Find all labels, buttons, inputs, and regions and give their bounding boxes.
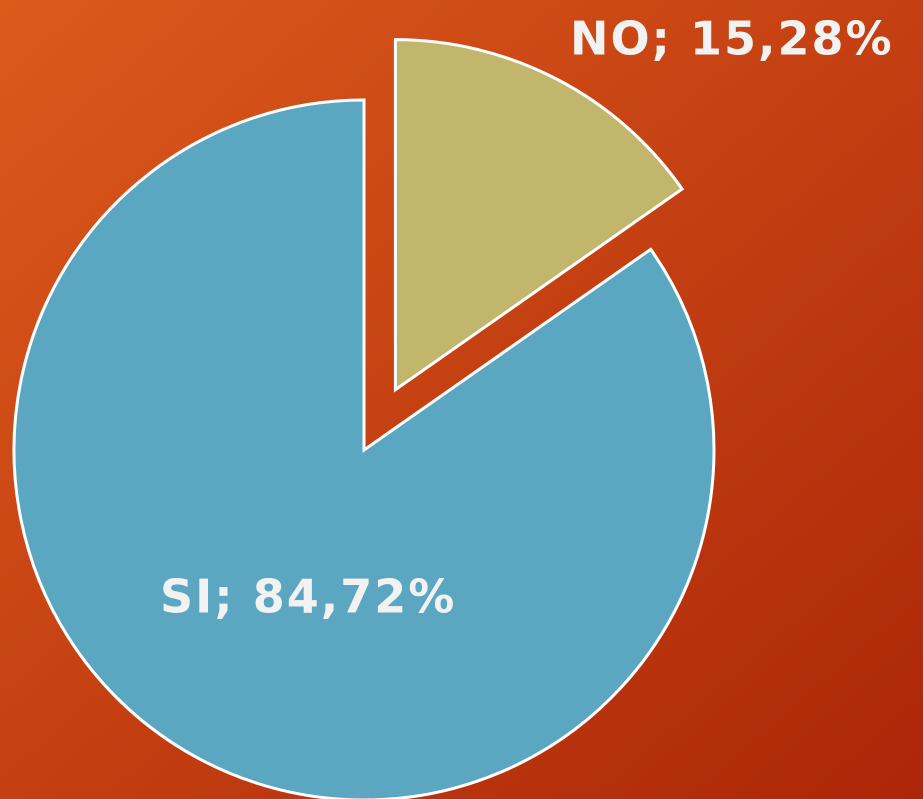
pie-slice	[12, 98, 716, 799]
data-label: SI; 84,72%	[160, 570, 456, 624]
data-label: NO; 15,28%	[570, 12, 894, 66]
pie-slice	[393, 38, 685, 393]
